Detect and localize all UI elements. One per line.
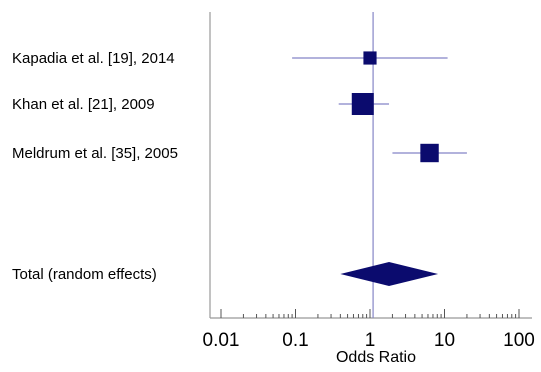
study-labels: Kapadia et al. [19], 2014 Khan et al. [21… [12,50,178,283]
x-tick-label: 0.1 [282,330,308,351]
x-tick-label: 1 [365,330,376,351]
study-label: Meldrum et al. [35], 2005 [12,145,178,162]
study-marker [420,143,439,163]
study-marker [351,93,374,115]
pooled-diamond [340,262,439,286]
study-marker [363,51,377,65]
pooled-label: Total (random effects) [12,266,157,283]
axis-ticks [220,309,520,318]
study-markers [340,51,439,286]
confidence-intervals [292,57,467,154]
x-axis-title: Odds Ratio [336,349,416,366]
axis-labels: 0.01 0.1 1 10 100 Odds Ratio [203,330,535,366]
x-tick-label: 100 [503,330,535,351]
study-label: Khan et al. [21], 2009 [12,96,155,113]
study-label: Kapadia et al. [19], 2014 [12,50,175,67]
x-tick-label: 10 [434,330,455,351]
x-tick-label: 0.01 [203,330,240,351]
